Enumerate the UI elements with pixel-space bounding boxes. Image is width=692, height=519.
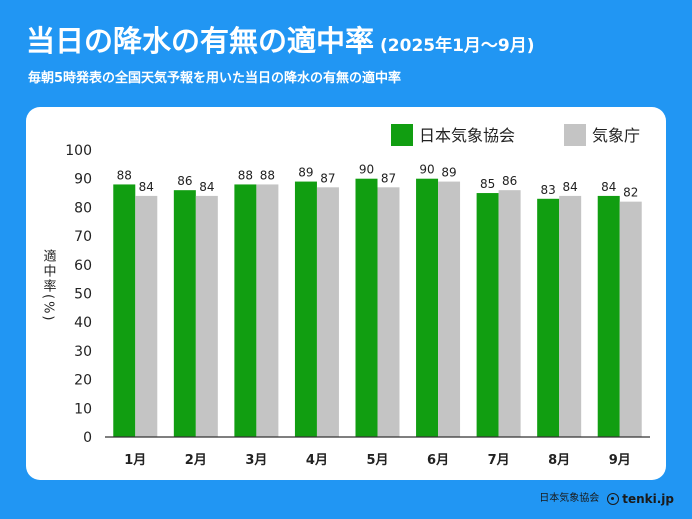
bar-jwa [173,190,196,437]
x-tick-label: 9月 [609,453,631,468]
data-label: 88 [117,168,132,182]
bar-jma [498,190,521,437]
y-tick-label: 50 [74,287,92,303]
data-label: 88 [238,168,253,182]
data-label: 82 [623,186,638,200]
x-tick-label: 8月 [548,453,570,468]
x-tick-label: 7月 [488,453,510,468]
legend-label: 気象庁 [592,126,640,145]
data-label: 88 [260,168,275,182]
data-label: 86 [177,174,192,188]
data-label: 90 [419,163,434,177]
y-tick-label: 100 [65,143,92,159]
bar-jma [438,181,461,437]
x-tick-label: 6月 [427,453,449,468]
footer: 日本気象協会 tenki.jp [539,493,674,505]
bar-jma [135,195,158,437]
legend-swatch [391,124,413,146]
title-period: (2025年1月〜9月) [380,36,535,56]
bar-jma [559,195,582,437]
bar-jma [256,184,279,437]
bar-jwa [597,195,620,437]
bar-jwa [416,178,439,437]
data-label: 86 [502,174,517,188]
y-tick-label: 80 [74,200,92,216]
data-label: 84 [563,180,578,194]
x-tick-label: 3月 [245,453,267,468]
legend-label: 日本気象協会 [419,126,515,145]
y-axis-title: 適中率(%) [41,248,57,322]
y-tick-label: 60 [74,258,92,274]
bar-jma [619,201,642,437]
data-label: 83 [541,183,556,197]
bar-jwa [476,193,499,437]
footer-credit: 日本気象協会 [539,493,600,504]
data-label: 87 [381,171,396,185]
data-label: 85 [480,177,495,191]
bar-jwa [294,181,317,437]
bar-jwa [537,198,560,437]
bar-jwa [355,178,378,437]
tenki-logo-icon [607,493,620,505]
legend-swatch [564,124,586,146]
title-main: 当日の降水の有無の適中率 [26,24,375,58]
bar-jwa [113,184,136,437]
bar-jma [377,187,400,437]
data-label: 89 [441,166,456,180]
data-label: 84 [139,180,154,194]
chart-panel: 0 10 20 30 40 50 60 70 80 90 100 適中率(%) 88 84 1月 86 84 2月… [26,107,666,480]
chart-title: 当日の降水の有無の適中率 (2025年1月〜9月) [26,24,535,63]
y-tick-label: 20 [74,373,92,389]
x-tick-label: 1月 [124,453,146,468]
y-tick-label: 90 [74,172,92,188]
footer-brand: tenki.jp [622,492,674,506]
bar-chart: 0 10 20 30 40 50 60 70 80 90 100 適中率(%) 88 84 1月 86 84 2月… [41,124,650,468]
data-label: 84 [601,180,616,194]
y-tick-label: 0 [83,430,92,446]
bar-jma [316,187,339,437]
y-tick-label: 40 [74,315,92,331]
data-label: 84 [199,180,214,194]
chart-subtitle: 毎朝5時発表の全国天気予報を用いた当日の降水の有無の適中率 [28,71,402,86]
data-label: 87 [320,171,335,185]
data-label: 89 [298,166,313,180]
y-tick-label: 30 [74,344,92,360]
data-label: 90 [359,163,374,177]
x-tick-label: 2月 [185,453,207,468]
bar-jma [195,195,218,437]
bar-jwa [234,184,257,437]
y-tick-label: 10 [74,401,92,417]
x-tick-label: 5月 [366,453,388,468]
x-tick-label: 4月 [306,453,328,468]
y-tick-label: 70 [74,229,92,245]
